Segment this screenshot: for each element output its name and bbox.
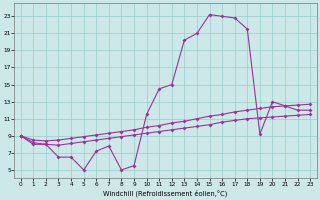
X-axis label: Windchill (Refroidissement éolien,°C): Windchill (Refroidissement éolien,°C) (103, 189, 228, 197)
